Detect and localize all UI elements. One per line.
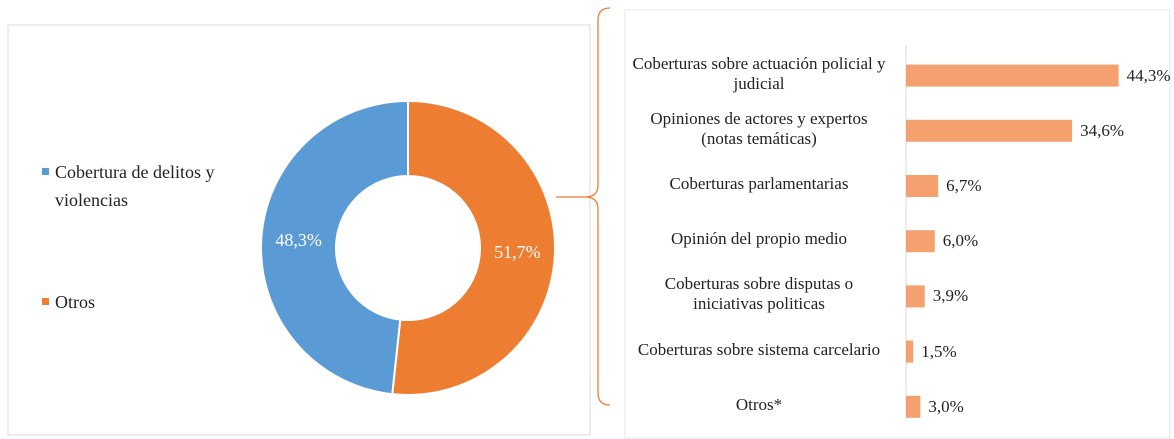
value-label: 34,6% [1080,120,1124,140]
bar [906,230,935,253]
donut-panel [7,24,591,436]
category-label: Coberturas parlamentarias [669,174,849,193]
legend-label: Otros [55,292,95,312]
slice-label: 48,3% [275,230,322,251]
slice-label: 51,7% [494,241,541,262]
bar [906,285,925,308]
bar [906,395,921,418]
value-label: 6,0% [942,231,979,251]
value-label: 44,3% [1126,65,1171,85]
legend-swatch [42,168,49,175]
value-label: 1,5% [921,341,957,361]
value-label: 3,9% [932,286,969,306]
legend-swatch [42,298,49,305]
bar [906,175,939,197]
value-label: 6,7% [946,176,982,195]
bar-panel [624,9,1171,439]
legend-label: Cobertura de delitos y violencias [55,162,215,210]
category-label: Coberturas sobre actuación policial y ju… [632,53,886,93]
bar [906,64,1119,87]
category-label: Opiniones de actores y expertos (notas t… [650,108,868,148]
category-label: Coberturas sobre disputas o iniciativas … [664,274,854,314]
category-label: Otros* [735,394,783,414]
bar [906,119,1073,142]
donut-slice [260,99,409,396]
bracket [556,7,611,406]
category-label: Coberturas sobre sistema carcelario [637,339,881,359]
category-label: Opinión del propio medio [670,229,848,249]
donut-slice [391,99,556,396]
value-label: 3,0% [928,396,964,416]
bar [906,340,914,363]
